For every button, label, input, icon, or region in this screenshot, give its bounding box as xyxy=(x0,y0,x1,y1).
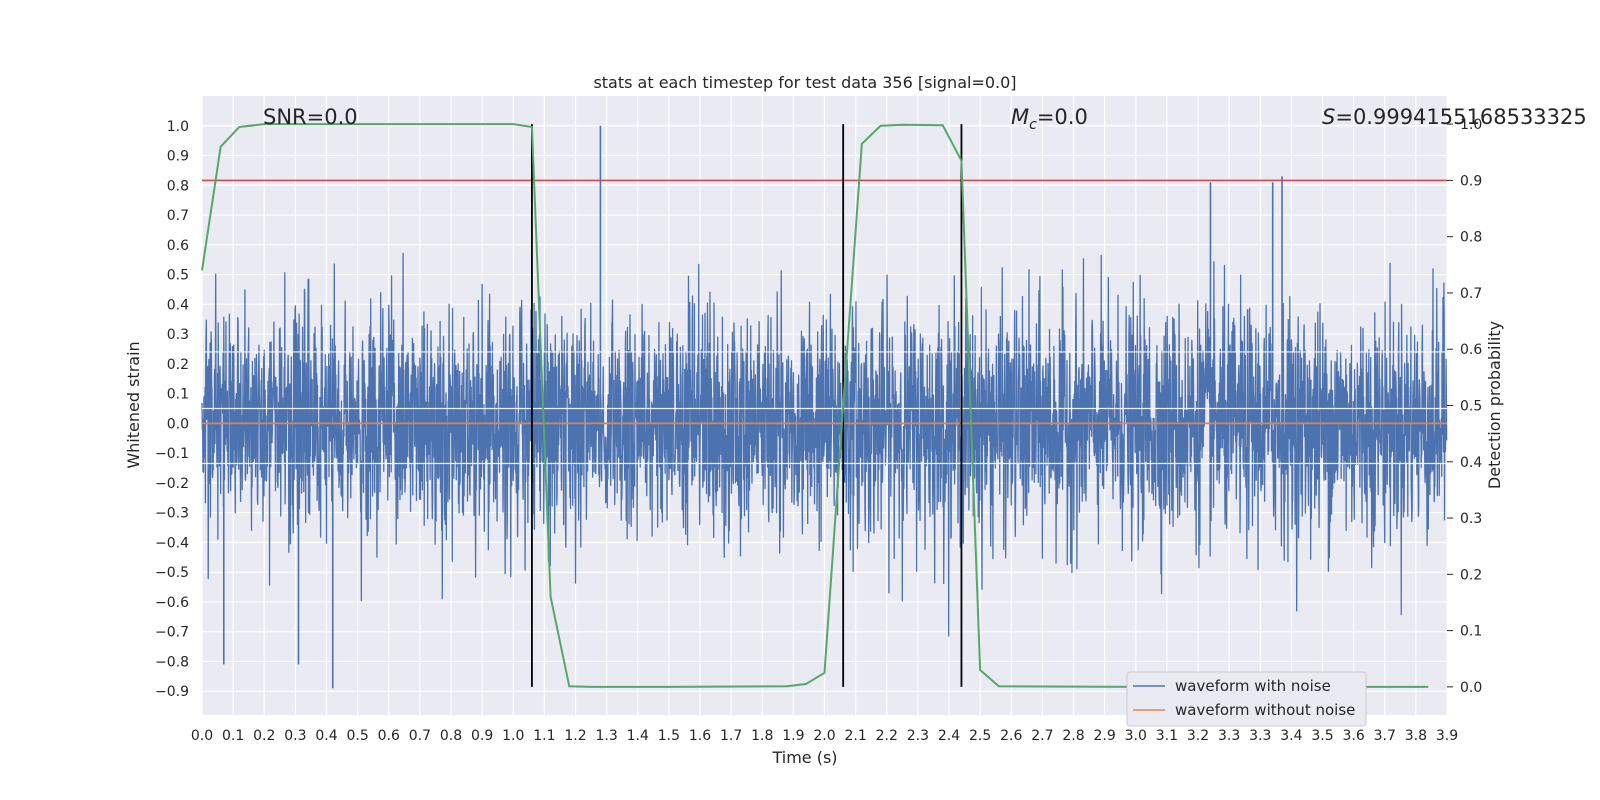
y-tick-label: −0.9 xyxy=(155,684,189,700)
x-tick-label: 1.1 xyxy=(533,728,555,744)
right-y-tick-label: 0.8 xyxy=(1460,230,1482,246)
x-tick-label: 3.1 xyxy=(1156,728,1178,744)
x-tick-label: 2.1 xyxy=(844,728,866,744)
right-y-axis-label: Detection probability xyxy=(1485,321,1504,489)
x-tick-label: 2.2 xyxy=(876,728,898,744)
x-tick-label: 0.1 xyxy=(222,728,244,744)
y-tick-label: −0.1 xyxy=(155,446,189,462)
y-tick-label: 0.8 xyxy=(167,178,189,194)
x-tick-label: 0.6 xyxy=(378,728,400,744)
y-axis-label: Whitened strain xyxy=(124,341,143,468)
x-tick-label: 3.3 xyxy=(1218,728,1240,744)
chirp-mass-annotation: Mc=0.0 xyxy=(1011,105,1088,133)
detection-probability-line xyxy=(201,123,1429,688)
y-tick-label: 0.5 xyxy=(167,268,189,284)
x-tick-label: 3.3 xyxy=(1249,728,1271,744)
legend: waveform with noise waveform without noi… xyxy=(1126,671,1367,727)
y-tick-label: 0.0 xyxy=(167,416,189,432)
y-tick-label: −0.7 xyxy=(155,625,189,641)
x-tick-label: 0.9 xyxy=(471,728,493,744)
chirp-mass-symbol: M xyxy=(1011,105,1029,129)
right-y-tick-label: 0.9 xyxy=(1460,173,1482,189)
x-tick-label: 1.7 xyxy=(720,728,742,744)
x-tick-label: 2.7 xyxy=(1031,728,1053,744)
right-y-tick-label: 0.1 xyxy=(1460,624,1482,640)
right-y-tick-labels: 0.0 0.1 0.2 0.3 0.4 0.5 0.6 0.7 0.8 0.9 1.0 xyxy=(1447,117,1482,696)
right-y-tick-label: 0.5 xyxy=(1460,399,1482,415)
x-tick-label: 2.0 xyxy=(813,728,835,744)
chirp-mass-value: =0.0 xyxy=(1037,105,1088,129)
x-tick-label: 3.0 xyxy=(1125,728,1147,744)
x-tick-label: 1.2 xyxy=(564,728,586,744)
x-tick-label: 1.9 xyxy=(782,728,804,744)
y-tick-label: −0.2 xyxy=(155,476,189,492)
y-tick-label: 0.6 xyxy=(167,238,189,254)
y-tick-label: −0.3 xyxy=(155,506,189,522)
right-y-tick-label: 0.7 xyxy=(1460,286,1482,302)
y-tick-label: −0.6 xyxy=(155,595,189,611)
y-tick-label: −0.8 xyxy=(155,654,189,670)
right-y-tick-label: 0.3 xyxy=(1460,511,1482,527)
x-tick-label: 3.2 xyxy=(1187,728,1209,744)
chart-title: stats at each timestep for test data 356… xyxy=(593,73,1016,92)
y-tick-label: −0.5 xyxy=(155,565,189,581)
x-tick-label: 0.7 xyxy=(409,728,431,744)
x-tick-label: 2.6 xyxy=(1000,728,1022,744)
x-tick-label: 0.4 xyxy=(315,728,337,744)
x-tick-label: 0.5 xyxy=(346,728,368,744)
x-tick-label: 1.5 xyxy=(658,728,680,744)
x-tick-label: 3.4 xyxy=(1280,728,1302,744)
right-y-tick-label: 1.0 xyxy=(1460,117,1482,133)
x-tick-label: 1.0 xyxy=(502,728,524,744)
x-tick-label: 0.8 xyxy=(440,728,462,744)
chirp-mass-subscript: c xyxy=(1029,117,1037,133)
x-tick-label: 0.2 xyxy=(253,728,275,744)
y-tick-label: 0.3 xyxy=(167,327,189,343)
y-tick-label: 0.4 xyxy=(167,297,189,313)
x-tick-label: 2.8 xyxy=(1062,728,1084,744)
legend-label-clean: waveform without noise xyxy=(1175,701,1355,719)
x-axis-label: Time (s) xyxy=(771,748,837,767)
x-tick-label: 3.8 xyxy=(1405,728,1427,744)
x-tick-label: 2.3 xyxy=(907,728,929,744)
y-tick-labels: −0.9 −0.8 −0.7 −0.6 −0.5 −0.4 −0.3 −0.2 −0.1 0.0 0… xyxy=(155,119,189,700)
right-y-tick-label: 0.6 xyxy=(1460,342,1482,358)
right-y-tick-label: 0.0 xyxy=(1460,680,1482,696)
x-tick-label: 1.6 xyxy=(689,728,711,744)
x-tick-label: 3.6 xyxy=(1342,728,1364,744)
right-y-tick-label: 0.2 xyxy=(1460,567,1482,583)
waveform-with-noise-line xyxy=(201,252,1448,637)
y-tick-label: 1.0 xyxy=(167,119,189,135)
legend-label-noise: waveform with noise xyxy=(1175,677,1331,695)
x-tick-label: 3.7 xyxy=(1374,728,1396,744)
x-tick-labels: 0.0 0.1 0.2 0.3 0.4 0.5 0.6 0.7 0.8 0.9 1.0 1.1 1.2 1… xyxy=(191,728,1458,744)
x-tick-label: 1.4 xyxy=(627,728,649,744)
x-tick-label: 0.3 xyxy=(284,728,306,744)
overlay-lines xyxy=(201,123,1447,688)
y-tick-label: −0.4 xyxy=(155,535,189,551)
s-annotation: S=0.9994155168533325 xyxy=(1322,105,1587,129)
x-tick-label: 2.9 xyxy=(1093,728,1115,744)
s-value: =0.9994155168533325 xyxy=(1335,105,1586,129)
x-tick-label: 1.3 xyxy=(595,728,617,744)
s-symbol: S xyxy=(1322,105,1335,129)
y-tick-label: 0.2 xyxy=(167,357,189,373)
right-y-tick-label: 0.4 xyxy=(1460,455,1482,471)
x-tick-label: 1.8 xyxy=(751,728,773,744)
x-tick-label: 3.5 xyxy=(1311,728,1333,744)
x-tick-label: 0.0 xyxy=(191,728,213,744)
x-tick-label: 2.4 xyxy=(938,728,960,744)
y-tick-label: 0.9 xyxy=(167,149,189,165)
y-tick-label: 0.1 xyxy=(167,387,189,403)
snr-annotation: SNR=0.0 xyxy=(263,105,358,129)
x-tick-label: 2.5 xyxy=(969,728,991,744)
legend-box xyxy=(1126,671,1367,727)
y-tick-label: 0.7 xyxy=(167,208,189,224)
x-tick-label: 3.9 xyxy=(1436,728,1458,744)
